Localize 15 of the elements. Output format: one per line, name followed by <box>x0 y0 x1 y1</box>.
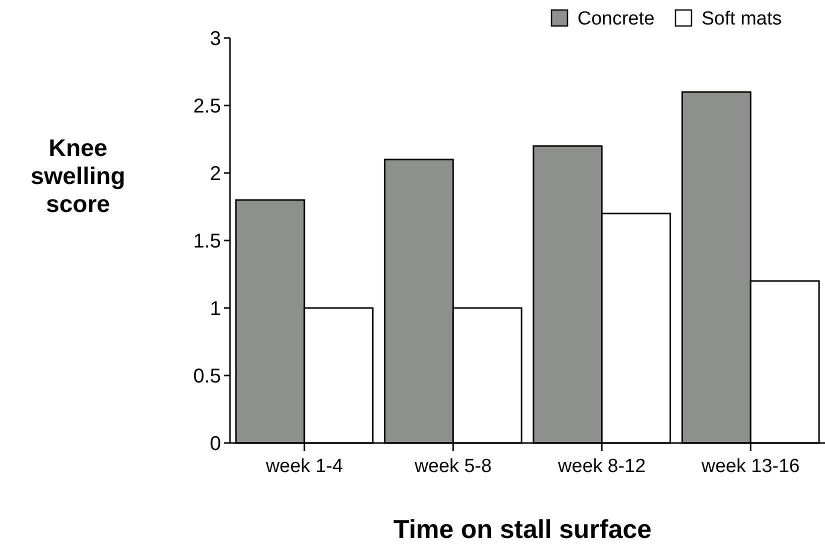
x-tick-label: week 8-12 <box>557 456 646 477</box>
legend-label: Concrete <box>578 8 655 30</box>
legend-label: Soft mats <box>702 8 782 30</box>
y-tick-label: 1.5 <box>193 230 221 252</box>
y-tick-label: 1 <box>210 298 221 320</box>
y-tick-label: 2.5 <box>193 96 221 118</box>
x-tick-label: week 1-4 <box>264 456 344 477</box>
y-tick-label: 0 <box>210 433 221 455</box>
y-tick-label: 3 <box>210 28 221 50</box>
y-tick-label: 0.5 <box>193 366 221 388</box>
x-axis-title: Time on stall surface <box>393 514 652 544</box>
y-tick-label: 2 <box>210 163 221 185</box>
y-axis-title: Knee swelling score <box>30 135 126 218</box>
x-tick-label: week 13-16 <box>700 456 800 477</box>
x-tick-label: week 5-8 <box>414 456 492 477</box>
